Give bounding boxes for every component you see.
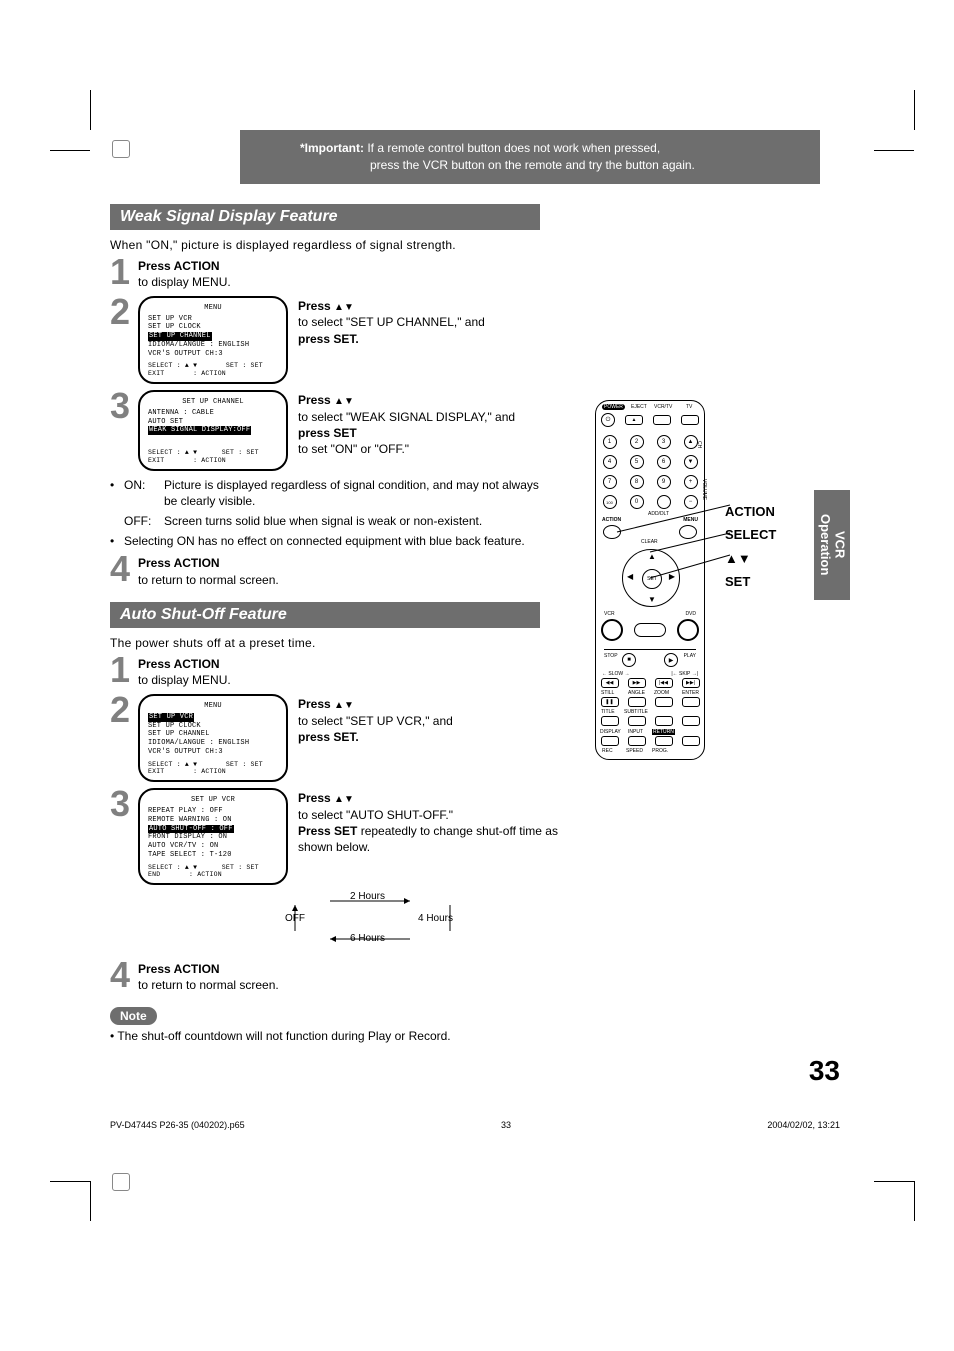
osd-channel: SET UP CHANNEL ANTENNA : CABLE AUTO SET … bbox=[138, 390, 288, 471]
up-icon bbox=[334, 696, 344, 713]
footer-right: 2004/02/02, 13:21 bbox=[767, 1120, 840, 1130]
weak-header: Weak Signal Display Feature bbox=[110, 204, 540, 230]
auto-step-2: 2 MENU SET UP VCR SET UP CLOCK SET UP CH… bbox=[110, 694, 560, 782]
weak-bullets: •ON:Picture is displayed regardless of s… bbox=[110, 477, 540, 550]
important-banner: *Important: If a remote control button d… bbox=[240, 130, 820, 184]
down-icon bbox=[344, 298, 354, 315]
section-auto: Auto Shut-Off Feature The power shuts of… bbox=[110, 602, 840, 1045]
step-num-1: 1 bbox=[110, 256, 138, 288]
weak-step-3: 3 SET UP CHANNEL ANTENNA : CABLE AUTO SE… bbox=[110, 390, 560, 471]
legend-select: SELECT bbox=[725, 527, 776, 542]
footer-left: PV-D4744S P26-35 (040202).p65 bbox=[110, 1120, 245, 1130]
auto-step-4: 4 Press ACTION to return to normal scree… bbox=[110, 959, 560, 993]
weak-s2-r1: to select "SET UP CHANNEL," and bbox=[298, 315, 485, 329]
legend-set: SET bbox=[725, 570, 776, 593]
page-number: 33 bbox=[809, 1055, 840, 1087]
weak-intro: When "ON," picture is displayed regardle… bbox=[110, 238, 530, 252]
weak-s3-r3: to set "ON" or "OFF." bbox=[298, 442, 409, 456]
important-line2: press the VCR button on the remote and t… bbox=[300, 157, 695, 174]
up-icon bbox=[334, 790, 344, 807]
note-pill: Note bbox=[110, 1007, 157, 1025]
weak-s4-rest: to return to normal screen. bbox=[138, 573, 279, 587]
cycle-diagram: OFF 2 Hours 4 Hours 6 Hours bbox=[290, 891, 460, 951]
auto-step-3: 3 SET UP VCR REPEAT PLAY : OFF REMOTE WA… bbox=[110, 788, 560, 885]
up-icon bbox=[334, 298, 344, 315]
step-num-2: 2 bbox=[110, 296, 138, 328]
osd-vcr: SET UP VCR REPEAT PLAY : OFF REMOTE WARN… bbox=[138, 788, 288, 885]
down-icon bbox=[344, 696, 354, 713]
weak-s4-lead: Press ACTION bbox=[138, 556, 220, 570]
down-icon bbox=[344, 392, 354, 409]
footer: PV-D4744S P26-35 (040202).p65 33 2004/02… bbox=[110, 1120, 840, 1130]
legend-action: ACTION bbox=[725, 500, 776, 523]
up-icon bbox=[334, 392, 344, 409]
osd-menu-2: MENU SET UP VCR SET UP CLOCK SET UP CHAN… bbox=[138, 694, 288, 782]
weak-step-1: 1 Press ACTION to display MENU. bbox=[110, 256, 560, 290]
important-label: *Important: bbox=[300, 141, 364, 155]
weak-s3-r1: to select "WEAK SIGNAL DISPLAY," and bbox=[298, 410, 515, 424]
remote-dpad: SET ▲ ▼ ◀ ▶ bbox=[622, 549, 680, 607]
weak-s2-r2: press SET. bbox=[298, 332, 359, 346]
weak-s3-r2: press SET bbox=[298, 426, 357, 440]
button-legend: ACTION SELECT ▲▼ SET bbox=[725, 500, 776, 594]
legend-arrows: ▲▼ bbox=[725, 551, 751, 566]
side-tab: VCR Operation bbox=[814, 490, 850, 600]
weak-s2-lead: Press bbox=[298, 299, 334, 313]
note-text: • The shut-off countdown will not functi… bbox=[110, 1029, 530, 1045]
auto-step-1: 1 Press ACTION to display MENU. bbox=[110, 654, 560, 688]
weak-s1-lead: Press ACTION bbox=[138, 259, 220, 273]
step-num-4: 4 bbox=[110, 553, 138, 585]
auto-header: Auto Shut-Off Feature bbox=[110, 602, 540, 628]
weak-step-2: 2 MENU SET UP VCR SET UP CLOCK SET UP CH… bbox=[110, 296, 560, 384]
down-icon bbox=[344, 790, 354, 807]
remote-illustration: POWER EJECT VCR/TV TV ⏻▲ 123▲ 456▼ 789+ … bbox=[595, 400, 715, 760]
weak-s3-lead: Press bbox=[298, 393, 334, 407]
important-line1: If a remote control button does not work… bbox=[364, 141, 660, 155]
osd-menu-1: MENU SET UP VCR SET UP CLOCK SET UP CHAN… bbox=[138, 296, 288, 384]
weak-s1-rest: to display MENU. bbox=[138, 275, 231, 289]
step-num-3: 3 bbox=[110, 390, 138, 422]
weak-step-4: 4 Press ACTION to return to normal scree… bbox=[110, 553, 560, 587]
footer-mid: 33 bbox=[501, 1120, 511, 1130]
auto-intro: The power shuts off at a preset time. bbox=[110, 636, 530, 650]
